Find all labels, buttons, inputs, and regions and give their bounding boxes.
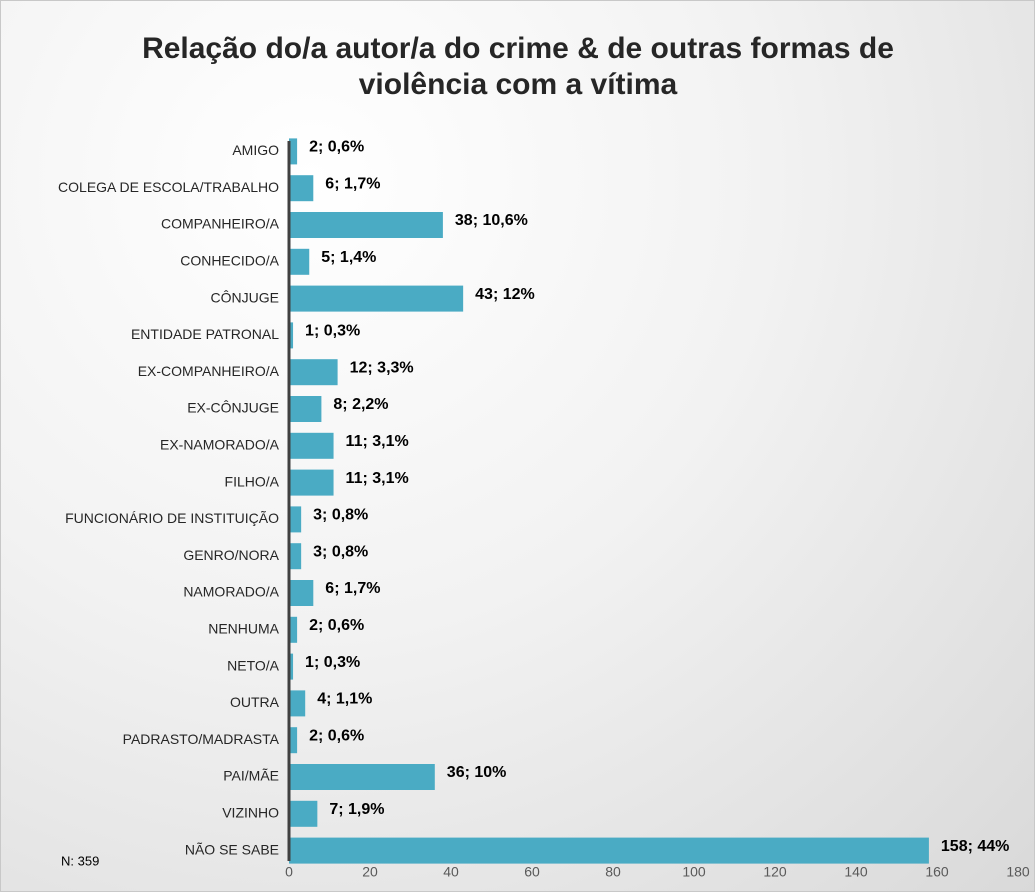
data-label: 38; 10,6% [455, 212, 528, 229]
bar [289, 396, 322, 422]
y-tick-label: EX-COMPANHEIRO/A [138, 363, 280, 379]
y-tick-label: FUNCIONÁRIO DE INSTITUIÇÃO [65, 510, 279, 526]
data-label: 36; 10% [447, 764, 507, 781]
data-label: 6; 1,7% [325, 580, 380, 597]
x-tick-label: 80 [605, 864, 621, 880]
y-tick-label: COLEGA DE ESCOLA/TRABALHO [58, 179, 279, 195]
bar [289, 175, 314, 202]
bar [289, 248, 310, 275]
data-label: 2; 0,6% [309, 727, 364, 744]
y-tick-label: NENHUMA [208, 621, 279, 637]
data-label: 2; 0,6% [309, 139, 364, 156]
bar [289, 285, 464, 312]
y-tick-label: EX-NAMORADO/A [160, 437, 280, 453]
bar [289, 432, 334, 459]
data-label: 11; 3,1% [346, 433, 409, 450]
bar [289, 690, 306, 717]
y-tick-label: AMIGO [232, 142, 279, 158]
bar [289, 727, 298, 754]
data-label: 3; 0,8% [313, 507, 368, 524]
x-tick-label: 100 [682, 864, 706, 880]
y-tick-label: EX-CÔNJUGE [187, 400, 279, 416]
y-tick-label: CÔNJUGE [211, 289, 279, 305]
y-tick-label: NETO/A [227, 657, 280, 673]
data-label: 1; 0,3% [305, 654, 360, 671]
data-label: 11; 3,1% [346, 470, 409, 487]
y-tick-label: GENRO/NORA [183, 547, 279, 563]
bar [289, 616, 298, 643]
bar [289, 837, 929, 864]
x-tick-label: 20 [362, 864, 378, 880]
bar [289, 322, 294, 349]
data-label: 7; 1,9% [329, 801, 384, 818]
data-label: 6; 1,7% [325, 175, 380, 192]
bar [289, 800, 318, 827]
y-tick-label: OUTRA [230, 694, 280, 710]
x-tick-label: 180 [1006, 864, 1030, 880]
data-label: 3; 0,8% [313, 543, 368, 560]
bar [289, 138, 298, 165]
y-tick-label: FILHO/A [225, 473, 280, 489]
y-tick-label: ENTIDADE PATRONAL [131, 326, 279, 342]
y-tick-label: CONHECIDO/A [180, 253, 279, 269]
data-label: 2; 0,6% [309, 617, 364, 634]
bar [289, 506, 302, 533]
data-label: 4; 1,1% [317, 691, 372, 708]
x-tick-label: 140 [844, 864, 868, 880]
bar [289, 543, 302, 570]
y-tick-label: NAMORADO/A [183, 584, 279, 600]
bar [289, 212, 443, 238]
chart-title: Relação do/a autor/a do crime & de outra… [142, 32, 894, 101]
data-label: 5; 1,4% [321, 249, 376, 266]
bar [289, 580, 314, 606]
x-tick-label: 120 [763, 864, 787, 880]
data-label: 43; 12% [475, 286, 535, 303]
y-tick-label: COMPANHEIRO/A [161, 216, 280, 232]
x-tick-label: 60 [524, 864, 540, 880]
y-tick-label: VIZINHO [222, 805, 279, 821]
bar [289, 359, 338, 386]
data-label: 12; 3,3% [350, 359, 414, 376]
x-tick-label: 160 [925, 864, 949, 880]
data-label: 8; 2,2% [333, 396, 388, 413]
annotation: N: 359 [61, 853, 99, 868]
y-tick-label: NÃO SE SABE [185, 841, 279, 857]
x-tick-label: 40 [443, 864, 459, 880]
bar [289, 469, 334, 496]
y-tick-label: PAI/MÃE [223, 768, 279, 784]
y-tick-label: PADRASTO/MADRASTA [123, 731, 280, 747]
data-label: 158; 44% [941, 838, 1010, 855]
data-label: 1; 0,3% [305, 323, 360, 340]
bar [289, 653, 294, 680]
bar [289, 764, 435, 790]
x-tick-label: 0 [285, 864, 293, 880]
